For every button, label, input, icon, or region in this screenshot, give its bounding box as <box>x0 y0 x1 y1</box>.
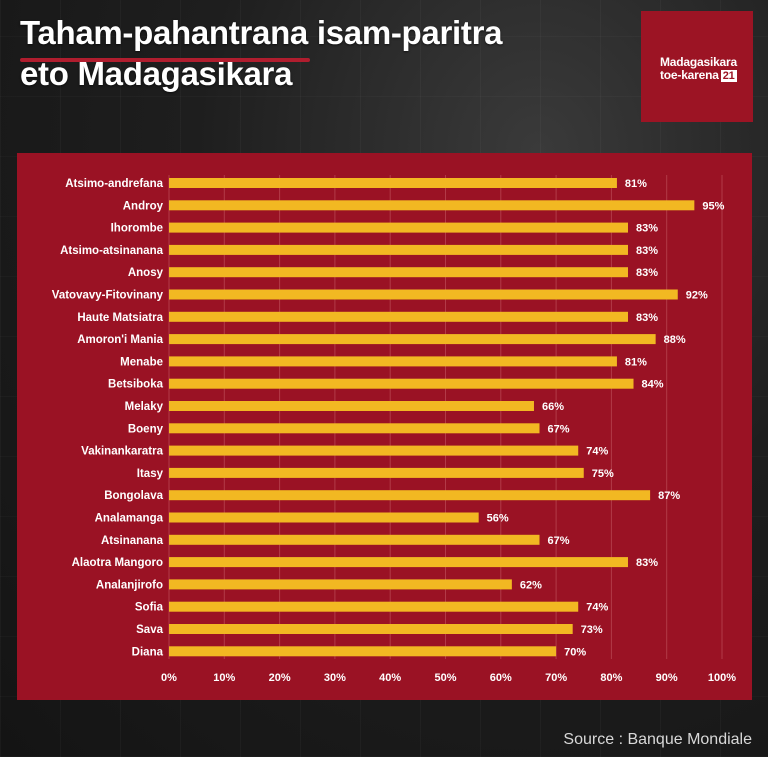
x-tick-label: 40% <box>379 672 401 684</box>
x-tick-label: 50% <box>434 672 456 684</box>
bar <box>169 311 628 322</box>
bar <box>169 267 628 278</box>
page-title: Taham-pahantrana isam-paritra eto Madaga… <box>20 12 502 94</box>
category-label: Melaky <box>125 401 164 413</box>
bar <box>169 356 617 367</box>
data-label: 83% <box>636 557 658 569</box>
x-tick-label: 60% <box>490 672 512 684</box>
data-label: 81% <box>625 356 647 368</box>
category-label: Sava <box>136 624 163 636</box>
data-label: 83% <box>636 312 658 324</box>
data-label: 88% <box>664 334 686 346</box>
category-label: Bongolava <box>104 490 163 502</box>
bar <box>169 601 579 612</box>
x-tick-label: 0% <box>161 672 177 684</box>
category-label: Haute Matsiatra <box>77 312 163 324</box>
x-tick-label: 70% <box>545 672 567 684</box>
category-label: Vakinankaratra <box>81 446 163 458</box>
data-label: 81% <box>625 178 647 190</box>
bar <box>169 334 656 345</box>
x-tick-label: 100% <box>708 672 736 684</box>
data-label: 92% <box>686 290 708 302</box>
chart-panel: 0% 10% 20% 30% 40% 50% 60% 70% 80% 90% 100% Atsimo-… <box>17 153 752 700</box>
x-tick-label: 10% <box>213 672 235 684</box>
category-label: Sofia <box>135 602 164 614</box>
bar <box>169 289 678 300</box>
logo-line-1: Madagasikara <box>660 55 737 69</box>
bar <box>169 244 628 255</box>
bar <box>169 401 534 411</box>
category-label: Androy <box>123 200 164 212</box>
category-label: Boeny <box>128 423 164 435</box>
category-label: Analamanga <box>95 513 164 525</box>
x-tick-label: 90% <box>656 672 678 684</box>
data-label: 66% <box>542 401 564 413</box>
logo-badge: 21 <box>720 70 737 82</box>
category-label: Amoron'i Mania <box>77 334 163 346</box>
data-label: 74% <box>586 446 608 458</box>
data-label: 56% <box>487 513 509 525</box>
data-label: 75% <box>592 468 614 480</box>
category-label: Diana <box>132 646 164 658</box>
category-label: Analanjirofo <box>96 579 163 591</box>
title-underline <box>20 58 310 62</box>
category-label: Alaotra Mangoro <box>72 557 163 569</box>
data-label: 83% <box>636 223 658 235</box>
data-label: 83% <box>636 245 658 257</box>
logo-text: Madagasikara toe-karena 21 <box>660 56 737 82</box>
bar <box>169 222 628 233</box>
category-label: Vatovavy-Fitovinany <box>52 290 164 302</box>
bar-chart: 0% 10% 20% 30% 40% 50% 60% 70% 80% 90% 100% Atsimo-… <box>52 175 736 684</box>
data-label: 84% <box>642 379 664 391</box>
bar <box>169 378 634 389</box>
bar <box>169 467 584 478</box>
data-label: 73% <box>581 624 603 636</box>
data-label: 87% <box>658 490 680 502</box>
bar <box>169 178 617 188</box>
bar <box>169 200 695 211</box>
source-note: Source : Banque Mondiale <box>563 731 752 748</box>
bar <box>169 557 628 568</box>
bar <box>169 624 573 634</box>
data-label: 70% <box>564 646 586 658</box>
category-label: Atsimo-andrefana <box>65 178 163 190</box>
brand-logo: Madagasikara toe-karena 21 <box>641 11 753 122</box>
data-label: 83% <box>636 267 658 279</box>
logo-line-2: toe-karena <box>660 68 719 82</box>
data-label: 62% <box>520 579 542 591</box>
x-tick-label: 80% <box>600 672 622 684</box>
data-label: 74% <box>586 602 608 614</box>
category-label: Anosy <box>128 267 164 279</box>
data-label: 67% <box>548 535 570 547</box>
data-label: 67% <box>548 423 570 435</box>
category-label: Ihorombe <box>111 223 163 235</box>
bar <box>169 445 579 456</box>
bar <box>169 646 557 657</box>
data-label: 95% <box>702 200 724 212</box>
bar <box>169 579 512 590</box>
category-label: Atsimo-atsinanana <box>60 245 163 257</box>
bar <box>169 423 540 434</box>
bar <box>169 512 479 523</box>
bar <box>169 534 540 545</box>
bar <box>169 490 651 501</box>
title-line-1: Taham-pahantrana isam-paritra <box>20 14 503 51</box>
category-label: Menabe <box>120 356 163 368</box>
category-label: Atsinanana <box>101 535 164 547</box>
category-label: Betsiboka <box>108 379 164 391</box>
category-label: Itasy <box>137 468 164 480</box>
x-tick-label: 30% <box>324 672 346 684</box>
x-tick-label: 20% <box>269 672 291 684</box>
